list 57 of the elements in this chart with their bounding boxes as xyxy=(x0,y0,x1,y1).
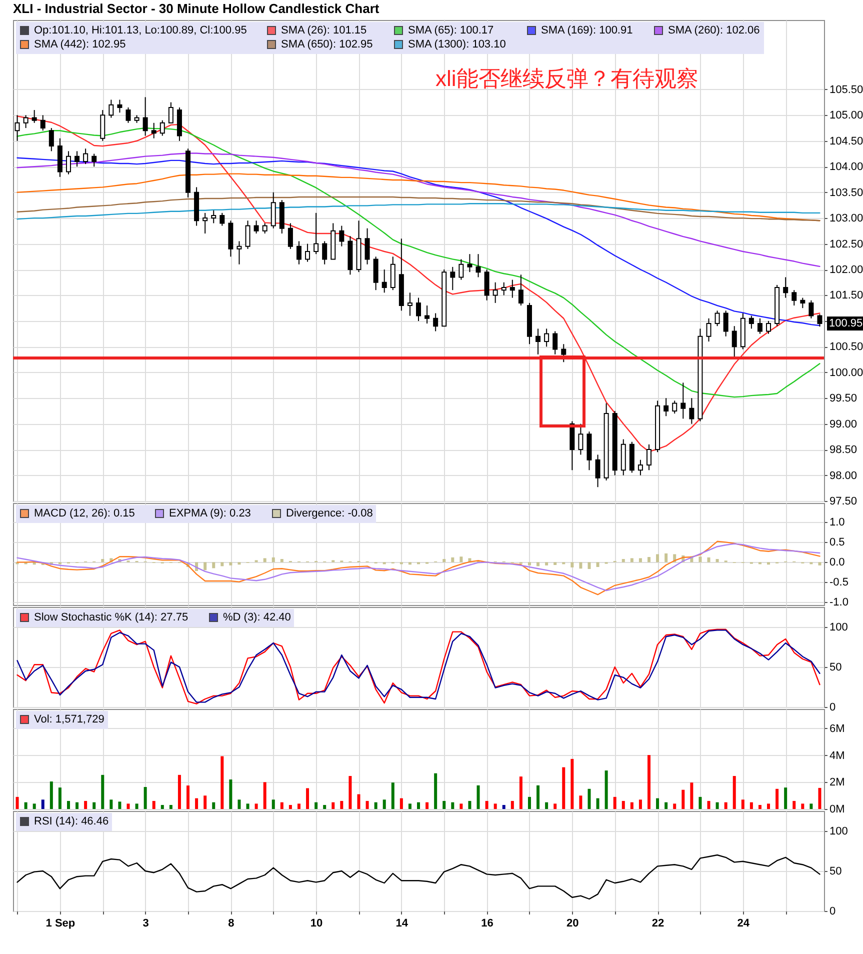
annotation: xli能否继续反弹？有待观察 xyxy=(436,66,698,91)
y-tick-label: 98.00 xyxy=(830,470,858,482)
y-tick-label: -0.5 xyxy=(830,576,848,589)
y-tick-label: 100.50 xyxy=(830,341,863,354)
legend-label: SMA (1300): 103.10 xyxy=(408,38,506,50)
x-tick-label: 8 xyxy=(228,918,234,930)
y-tick-label: 99.50 xyxy=(830,392,858,405)
x-tick-label: 10 xyxy=(310,918,323,930)
legend-label: SMA (65): 100.17 xyxy=(408,24,494,36)
legend-label: RSI (14): 46.46 xyxy=(34,816,109,828)
y-tick-label: 100.00 xyxy=(830,366,863,379)
x-tick-label: 1 Sep xyxy=(46,918,76,930)
y-tick-label: 100 xyxy=(830,826,848,838)
x-tick-label: 20 xyxy=(566,918,579,930)
legend-label: Vol: 1,571,729 xyxy=(34,714,104,726)
y-tick-label: 102.50 xyxy=(830,238,863,250)
y-tick-label: 99.00 xyxy=(830,418,858,430)
legend-label: MACD (12, 26): 0.15 xyxy=(34,508,135,520)
x-tick-label: 3 xyxy=(142,918,149,930)
y-tick-label: -1.0 xyxy=(830,596,848,609)
y-tick-label: 2M xyxy=(830,776,845,789)
y-tick-label: 101.50 xyxy=(830,290,863,302)
y-tick-label: 0M xyxy=(830,804,845,816)
legend-label: SMA (169): 100.91 xyxy=(541,24,633,36)
legend-label: Slow Stochastic %K (14): 27.75 xyxy=(34,612,188,624)
y-tick-label: 100 xyxy=(830,622,848,634)
legend-label: SMA (260): 102.06 xyxy=(668,24,760,36)
y-tick-label: 103.50 xyxy=(830,186,863,199)
legend-label: SMA (650): 102.95 xyxy=(281,38,373,50)
y-tick-label: 105.00 xyxy=(830,110,863,122)
chart-title: XLI - Industrial Sector - 30 Minute Hollow Candlestick Chart xyxy=(13,1,380,16)
x-tick-label: 22 xyxy=(652,918,664,930)
y-tick-label: 104.00 xyxy=(830,161,863,174)
y-tick-label: 98.50 xyxy=(830,444,858,456)
legend-label: Divergence: -0.08 xyxy=(286,508,373,520)
x-tick-label: 16 xyxy=(481,918,494,930)
y-tick-label: 0.0 xyxy=(830,556,845,569)
y-tick-label: 0.5 xyxy=(830,536,845,549)
y-tick-label: 97.50 xyxy=(830,496,858,508)
y-tick-label: 50 xyxy=(830,866,842,878)
y-tick-label: 4M xyxy=(830,750,845,762)
x-tick-label: 14 xyxy=(396,918,409,930)
y-tick-label: 102.00 xyxy=(830,264,863,276)
y-tick-label: 103.00 xyxy=(830,212,863,225)
legend-label: Op:101.10, Hi:101.13, Lo:100.89, Cl:100.95 xyxy=(34,24,247,36)
y-tick-label: 105.50 xyxy=(830,84,863,96)
legend-label: SMA (26): 101.15 xyxy=(281,24,367,36)
y-tick-label: 6M xyxy=(830,722,845,735)
legend-label: SMA (442): 102.95 xyxy=(34,38,126,50)
y-tick-label: 0 xyxy=(830,702,836,714)
x-tick-label: 24 xyxy=(737,918,750,930)
y-tick-label: 50 xyxy=(830,662,842,674)
legend-label: %D (3): 42.40 xyxy=(223,612,291,624)
y-tick-label: 0 xyxy=(830,906,836,918)
y-tick-label: 104.50 xyxy=(830,135,863,148)
legend-label: EXPMA (9): 0.23 xyxy=(169,508,251,520)
y-tick-label: 1.0 xyxy=(830,516,845,529)
